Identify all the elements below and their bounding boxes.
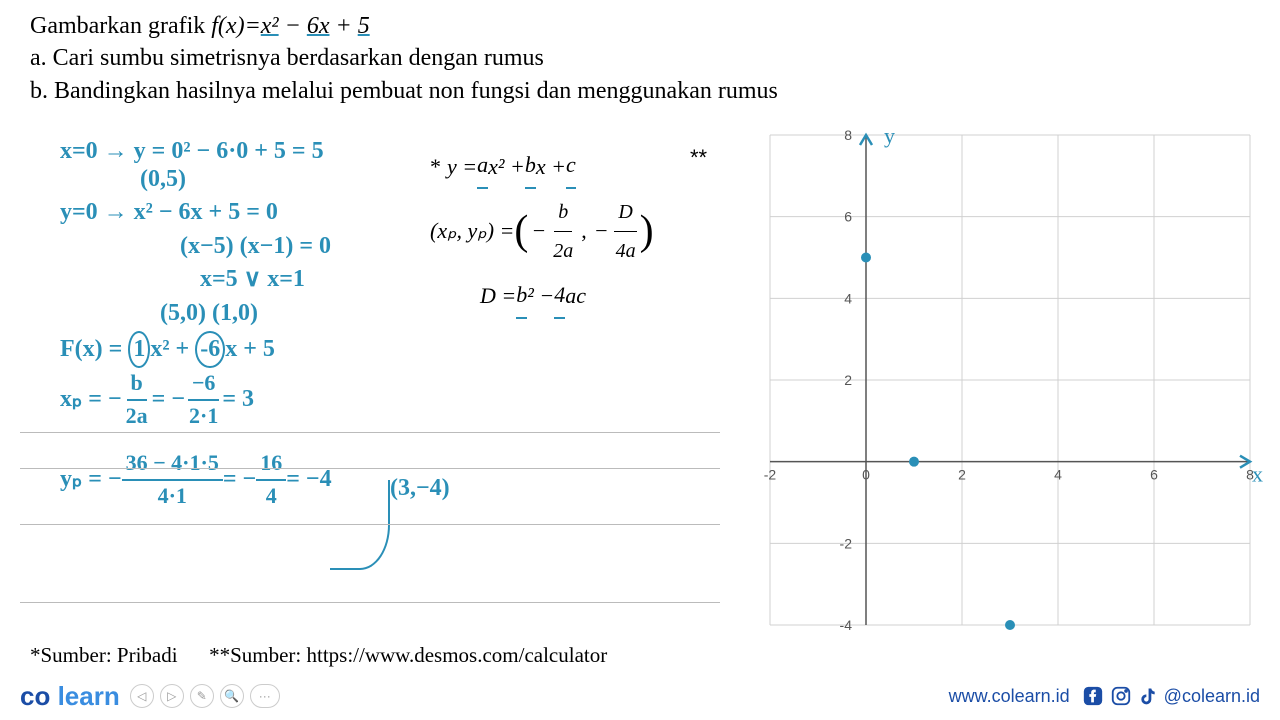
l6e: x + 5	[225, 336, 275, 362]
eq-m1: −	[279, 13, 307, 39]
svg-text:6: 6	[1150, 467, 1158, 483]
svg-text:4: 4	[844, 290, 852, 306]
vertex-label: (3,−4)	[390, 472, 450, 506]
f-xc: x +	[536, 146, 566, 188]
l6a: F(x) =	[60, 336, 128, 362]
f-vl: (xₚ, yₚ) =	[430, 210, 514, 252]
hand-l6: F(x) = 1x² + -6x + 5	[30, 331, 730, 369]
prev-button[interactable]: ◁	[130, 684, 154, 708]
logo: co learn	[20, 681, 120, 712]
footer-url: www.colearn.id	[949, 686, 1070, 707]
footer-right: www.colearn.id @colearn.id	[949, 685, 1260, 707]
svg-text:4: 4	[1054, 467, 1062, 483]
problem-statement: Gambarkan grafik f(x)=x² − 6x + 5 a. Car…	[30, 10, 778, 107]
formula-vertex: (xₚ, yₚ) = ( − b2a , − D4a )	[430, 193, 654, 270]
l6c: x² +	[150, 336, 195, 362]
eq-6x: 6x	[307, 13, 330, 39]
star: *	[430, 146, 447, 188]
edit-button[interactable]: ✎	[190, 684, 214, 708]
instagram-icon	[1110, 685, 1132, 707]
hand-xp: xₚ = − b2a = − −62·1 = 3	[30, 368, 730, 432]
src1: *Sumber: Pribadi	[30, 643, 178, 667]
disc-l: D =	[480, 275, 516, 317]
neg1: −	[528, 210, 549, 252]
footnote: *Sumber: Pribadi **Sumber: https://www.d…	[30, 643, 607, 668]
formula-block: * y = ax² + bx + c (xₚ, yₚ) = ( − b2a , …	[430, 140, 654, 323]
search-button[interactable]: 🔍	[220, 684, 244, 708]
src2: **Sumber: https://www.desmos.com/calcula…	[209, 643, 607, 667]
svg-text:2: 2	[844, 372, 852, 388]
rule-1	[20, 432, 720, 433]
xp-frac1: b2a	[122, 368, 152, 432]
frac-b2a: b2a	[549, 193, 577, 270]
svg-text:2: 2	[958, 467, 966, 483]
lp: (	[514, 215, 528, 249]
player-controls: ◁ ▷ ✎ 🔍 ···	[130, 684, 280, 708]
logo-co: co	[20, 681, 50, 711]
disc-4: 4	[554, 274, 565, 319]
l6b: 1	[128, 331, 150, 369]
connecting-arc	[330, 480, 390, 570]
disc-ac: ac	[565, 275, 586, 317]
social-handle: @colearn.id	[1164, 686, 1260, 707]
rule-4	[20, 602, 720, 603]
f-a: a	[477, 144, 488, 189]
more-button[interactable]: ···	[250, 684, 280, 708]
eq-x2: x²	[261, 13, 279, 39]
f-x2: x² +	[488, 146, 525, 188]
double-asterisk: **	[690, 145, 707, 171]
disc-2: ² −	[527, 275, 554, 317]
comma: ,	[577, 210, 591, 252]
yp-frac1: 36 − 4·1·54·1	[122, 448, 223, 512]
svg-text:y: y	[884, 123, 895, 148]
svg-text:-2: -2	[764, 467, 777, 483]
svg-text:6: 6	[844, 209, 852, 225]
svg-text:0: 0	[862, 467, 870, 483]
footer: co learn ◁ ▷ ✎ 🔍 ··· www.colearn.id @col…	[0, 672, 1280, 720]
social-icons: @colearn.id	[1082, 685, 1260, 707]
rule-2	[20, 468, 720, 469]
frac-d4a: D4a	[612, 193, 640, 270]
fx-label: f(x)=	[211, 13, 261, 39]
title-pre: Gambarkan grafik	[30, 13, 211, 39]
problem-b: b. Bandingkan hasilnya melalui pembuat n…	[30, 75, 778, 107]
logo-learn: learn	[58, 681, 120, 711]
xp-label: xₚ = −	[60, 383, 122, 417]
tiktok-icon	[1138, 685, 1158, 707]
f-b: b	[525, 144, 536, 189]
svg-text:8: 8	[844, 127, 852, 143]
svg-text:-2: -2	[840, 535, 853, 551]
formula-disc: D = b² − 4ac	[430, 274, 654, 319]
problem-line1: Gambarkan grafik f(x)=x² − 6x + 5	[30, 10, 778, 42]
f-c: c	[566, 144, 576, 189]
facebook-icon	[1082, 685, 1104, 707]
eq-5: 5	[358, 13, 370, 39]
next-button[interactable]: ▷	[160, 684, 184, 708]
graph-svg: -202468-4-22468 y x	[750, 115, 1270, 645]
l6d: -6	[195, 331, 225, 369]
svg-text:-4: -4	[840, 617, 853, 633]
rp: )	[640, 215, 654, 249]
eq-p: +	[329, 13, 357, 39]
neg2: −	[591, 210, 612, 252]
rule-3	[20, 524, 720, 525]
problem-a: a. Cari sumbu simetrisnya berdasarkan de…	[30, 42, 778, 74]
formula-line1: * y = ax² + bx + c	[430, 144, 654, 189]
graph-panel: -202468-4-22468 y x	[750, 115, 1270, 645]
xp-eq: = −	[152, 383, 185, 417]
xp-res: = 3	[222, 383, 254, 417]
svg-text:x: x	[1252, 462, 1263, 487]
disc-b: b	[516, 274, 527, 319]
f-y: y =	[447, 146, 477, 188]
yp-frac2: 164	[256, 448, 286, 512]
xp-frac2: −62·1	[185, 368, 222, 432]
